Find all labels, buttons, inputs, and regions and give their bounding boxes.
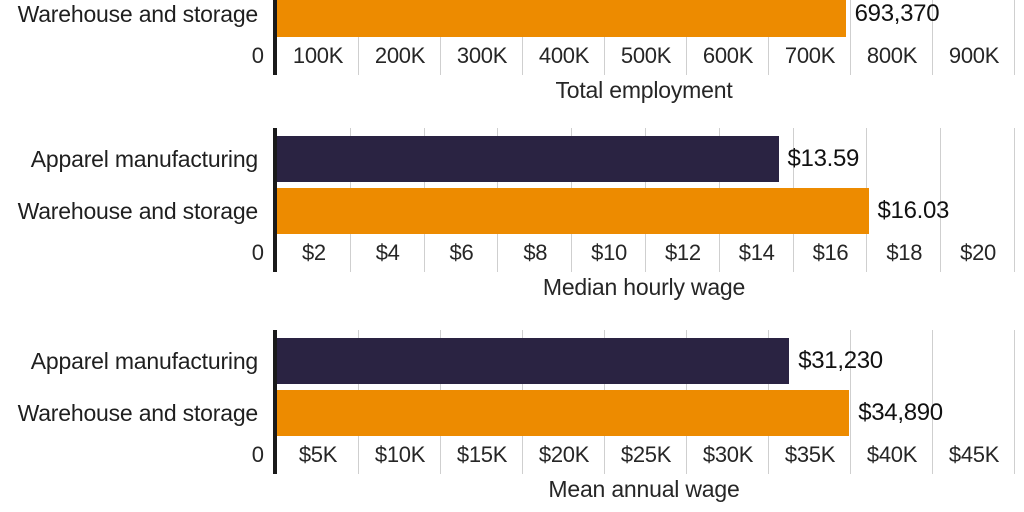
grid-line [932, 0, 933, 75]
tick-label: $8 [523, 240, 548, 265]
tick-label: 800K [866, 43, 918, 68]
bars: $13.59 $16.03 [277, 128, 1015, 234]
tick-row: $5K $10K $15K $20K $25K $30K $35K $40K $45K [277, 436, 1015, 474]
grid-line [932, 330, 933, 474]
plot-row: Apparel manufacturing Warehouse and stora… [0, 330, 1024, 474]
tick-label: 400K [538, 43, 590, 68]
tick-row: 100K 200K 300K 400K 500K 600K 700K 800K 900K [277, 37, 1015, 75]
bar-row: $34,890 [277, 390, 1015, 436]
bar [277, 0, 846, 37]
bar-row: $13.59 [277, 136, 1015, 182]
tick-label: 300K [456, 43, 508, 68]
bar-row: $31,230 [277, 338, 1015, 384]
tick-label: $35K [784, 442, 836, 467]
grid-line [1014, 0, 1015, 75]
bar [277, 338, 790, 384]
tick-label: 200K [374, 43, 426, 68]
category-labels: Apparel manufacturing Warehouse and stora… [0, 128, 273, 272]
x-axis-title: Median hourly wage [542, 273, 746, 300]
tick-label: $40K [866, 442, 918, 467]
grid-line [604, 0, 605, 75]
plot-area: 693,370 100K 200K 300K 400K 500K 600K 700K 800K 9… [273, 0, 1015, 75]
grid-line [850, 0, 851, 75]
category-label: Warehouse and storage [17, 0, 259, 27]
tick-label: $25K [620, 442, 672, 467]
zero-axis-line [273, 0, 277, 75]
tick-label: $20 [960, 240, 996, 265]
tick-label: 500K [620, 43, 672, 68]
bar-value-label: $34,890 [858, 399, 943, 426]
tick-label: $15K [456, 442, 508, 467]
bar [277, 136, 779, 182]
grid-line [850, 330, 851, 474]
bar-row: 693,370 [277, 0, 1015, 37]
category-label: Warehouse and storage [17, 197, 259, 224]
grid-line [1014, 128, 1015, 272]
grid-line [1014, 330, 1015, 474]
grid-line [522, 0, 523, 75]
bar [277, 188, 869, 234]
tick-label: $10 [591, 240, 627, 265]
bar-value-label: $13.59 [787, 145, 860, 172]
bar-value-label: $16.03 [877, 197, 950, 224]
tick-label: $5K [298, 442, 338, 467]
zero-axis-line [273, 330, 277, 474]
grid-line [358, 0, 359, 75]
tick-label: $10K [374, 442, 426, 467]
category-labels: Apparel manufacturing Warehouse and stora… [0, 330, 273, 474]
tick-label: 100K [292, 43, 344, 68]
plot-area: $31,230 $34,890 $5K $10K $15K $20K $25K $30K $35… [273, 330, 1015, 474]
chart-panel-3: Apparel manufacturing Warehouse and stora… [0, 330, 1024, 504]
plot-area: $13.59 $16.03 $2 $4 $6 $8 $10 $12 $14 $16 $18 $20 [273, 128, 1015, 272]
bar-value-label: $31,230 [798, 347, 883, 374]
tick-label: $6 [449, 240, 474, 265]
zero-tick-label: 0 [251, 240, 264, 265]
tick-label: $20K [538, 442, 590, 467]
grid-line [440, 0, 441, 75]
tick-label: 700K [784, 43, 836, 68]
tick-label: $14 [738, 240, 775, 265]
category-label: Apparel manufacturing [30, 145, 258, 172]
category-label: Apparel manufacturing [30, 347, 258, 374]
tick-label: 600K [702, 43, 754, 68]
plot-row: Apparel manufacturing Warehouse and stora… [0, 128, 1024, 272]
tick-label: $45K [948, 442, 1000, 467]
bars: 693,370 [277, 0, 1015, 37]
zero-axis-line [273, 128, 277, 272]
chart-panel-2: Apparel manufacturing Warehouse and stora… [0, 128, 1024, 302]
grid-line [768, 0, 769, 75]
plot-row: Warehouse and storage 0 693,370 100K 200K 300… [0, 0, 1024, 75]
tick-label: $16 [812, 240, 849, 265]
category-labels: Warehouse and storage 0 [0, 0, 273, 75]
bar-row: $16.03 [277, 188, 1015, 234]
bar [277, 390, 850, 436]
zero-tick-label: 0 [251, 442, 264, 467]
bar-value-label: 693,370 [854, 0, 940, 27]
tick-label: $12 [664, 240, 701, 265]
zero-tick-label: 0 [251, 43, 264, 68]
chart-panel-1: Warehouse and storage 0 693,370 100K 200K 300… [0, 0, 1024, 105]
tick-row: $2 $4 $6 $8 $10 $12 $14 $16 $18 $20 [277, 234, 1015, 272]
tick-label: $30K [702, 442, 754, 467]
bars: $31,230 $34,890 [277, 330, 1015, 436]
tick-label: $4 [375, 240, 400, 265]
x-axis-title: Mean annual wage [548, 475, 740, 502]
x-axis-title: Total employment [555, 76, 733, 103]
tick-label: $18 [886, 240, 923, 265]
grid-line [940, 128, 941, 272]
grid-line [686, 0, 687, 75]
category-label: Warehouse and storage [17, 399, 259, 426]
tick-label: 900K [948, 43, 1000, 68]
tick-label: $2 [301, 240, 326, 265]
